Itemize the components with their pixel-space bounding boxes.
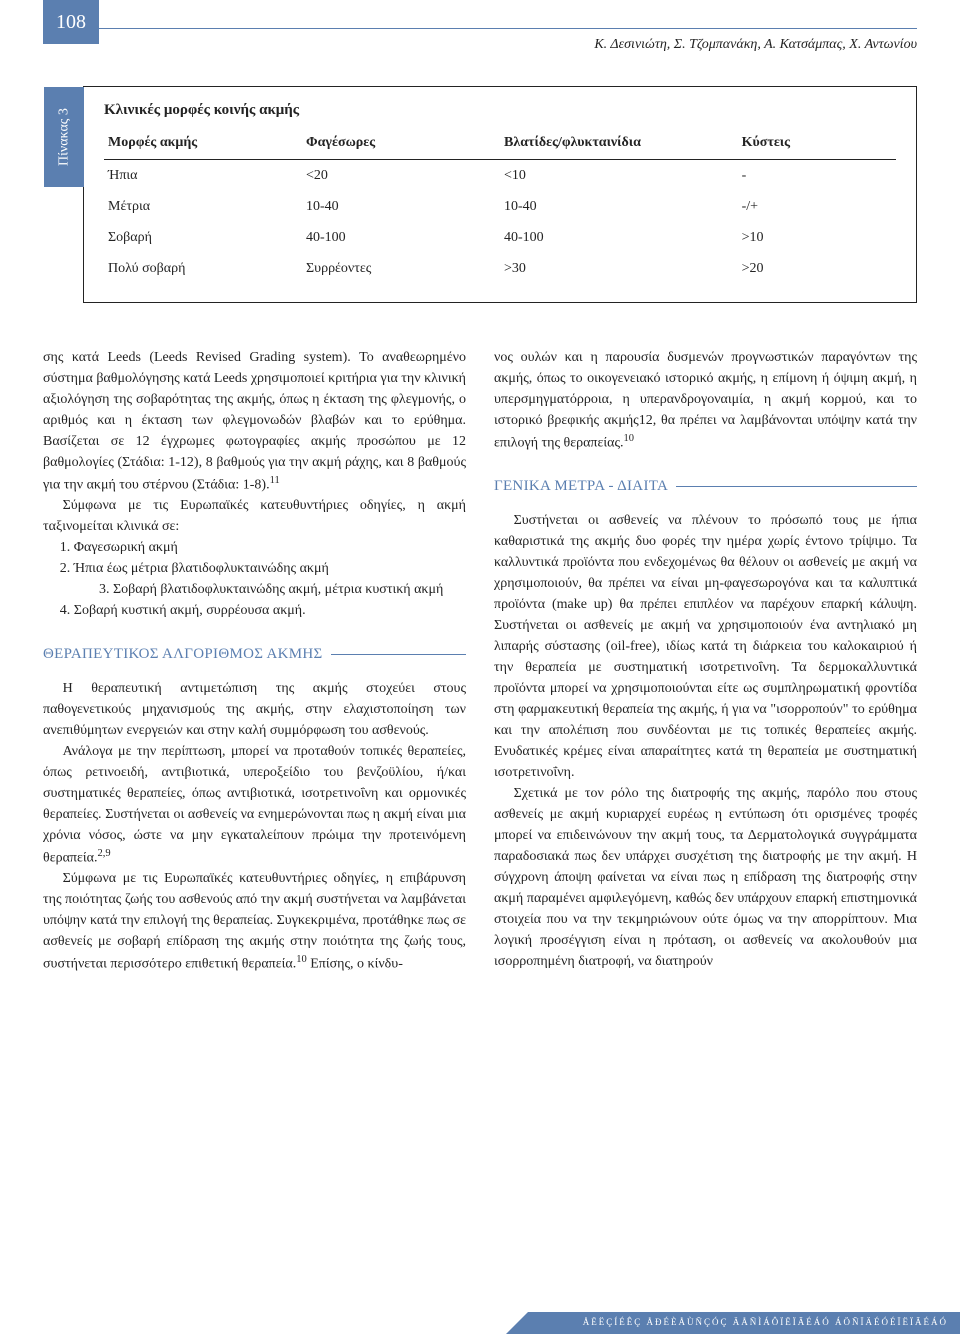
footer-text: ÅËËÇÍÉÊÇ ÅÐÉÈÅÙÑÇÓÇ ÄÅÑÌÁÔÏËÏÃÉÁÓ ÁÖÑÏÄÉ…: [583, 1316, 948, 1330]
section-heading-diet: ΓΕΝΙΚΑ ΜΕΤΡΑ - ΔΙΑΙΤΑ: [494, 475, 917, 498]
text: Επίσης, ο κίνδυ-: [307, 957, 403, 972]
cell: >20: [738, 253, 896, 284]
list-item: 2. Ήπια έως μέτρια βλατιδοφλυκταινώδης α…: [43, 558, 466, 579]
citation: 10: [296, 954, 307, 965]
th-comedones: Φαγέσωρες: [302, 126, 500, 160]
right-column: νος ουλών και η παρουσία δυσμενών προγνω…: [494, 347, 917, 975]
cell: Συρρέοντες: [302, 253, 500, 284]
th-cysts: Κύστεις: [738, 126, 896, 160]
cell: 10-40: [500, 191, 738, 222]
cell: >10: [738, 222, 896, 253]
cell: 40-100: [302, 222, 500, 253]
table3: Μορφές ακμής Φαγέσωρες Βλατίδες/φλυκταιν…: [104, 126, 896, 284]
table-row: Πολύ σοβαρή Συρρέοντες >30 >20: [104, 253, 896, 284]
cell: <20: [302, 159, 500, 191]
list-item: 1. Φαγεσωρική ακμή: [43, 537, 466, 558]
table3-container: Πίνακας 3 Κλινικές μορφές κοινής ακμής Μ…: [83, 86, 917, 303]
cell: Μέτρια: [104, 191, 302, 222]
page-number-box: 108: [43, 0, 99, 44]
table-row: Σοβαρή 40-100 40-100 >10: [104, 222, 896, 253]
citation: 2,9: [97, 848, 110, 859]
text: σης κατά Leeds (Leeds Revised Grading sy…: [43, 350, 466, 493]
table-row: Μέτρια 10-40 10-40 -/+: [104, 191, 896, 222]
body-paragraph: νος ουλών και η παρουσία δυσμενών προγνω…: [494, 347, 917, 454]
list-item: 3. Σοβαρή βλατιδοφλυκταινώδης ακμή, μέτρ…: [43, 579, 466, 600]
left-column: σης κατά Leeds (Leeds Revised Grading sy…: [43, 347, 466, 975]
section-heading-algorithm: ΘΕΡΑΠΕΥΤΙΚΟΣ ΑΛΓΟΡΙΘΜΟΣ ΑΚΜΗΣ: [43, 643, 466, 666]
cell: >30: [500, 253, 738, 284]
heading-text: ΘΕΡΑΠΕΥΤΙΚΟΣ ΑΛΓΟΡΙΘΜΟΣ ΑΚΜΗΣ: [43, 643, 323, 666]
th-forms: Μορφές ακμής: [104, 126, 302, 160]
cell: 10-40: [302, 191, 500, 222]
cell: -/+: [738, 191, 896, 222]
cell: Σοβαρή: [104, 222, 302, 253]
table3-title: Κλινικές μορφές κοινής ακμής: [104, 99, 896, 122]
body-paragraph: Σύμφωνα με τις Ευρωπαϊκές κατευθυντήριες…: [43, 495, 466, 537]
page-number: 108: [56, 7, 86, 37]
table3-tab: Πίνακας 3: [44, 87, 84, 187]
heading-rule: [331, 654, 466, 655]
cell: 40-100: [500, 222, 738, 253]
header-rule: [43, 28, 917, 29]
cell: <10: [500, 159, 738, 191]
citation: 11: [270, 475, 280, 486]
heading-text: ΓΕΝΙΚΑ ΜΕΤΡΑ - ΔΙΑΙΤΑ: [494, 475, 668, 498]
cell: -: [738, 159, 896, 191]
table-row: Ήπια <20 <10 -: [104, 159, 896, 191]
citation: 10: [624, 433, 635, 444]
body-paragraph: Σύμφωνα με τις Ευρωπαϊκές κατευθυντήριες…: [43, 868, 466, 975]
list-item: 4. Σοβαρή κυστική ακμή, συρρέουσα ακμή.: [43, 600, 466, 621]
body-paragraph: Η θεραπευτική αντιμετώπιση της ακμής στο…: [43, 678, 466, 741]
footer-bar: ÅËËÇÍÉÊÇ ÅÐÉÈÅÙÑÇÓÇ ÄÅÑÌÁÔÏËÏÃÉÁÓ ÁÖÑÏÄÉ…: [528, 1312, 960, 1334]
cell: Ήπια: [104, 159, 302, 191]
table-header-row: Μορφές ακμής Φαγέσωρες Βλατίδες/φλυκταιν…: [104, 126, 896, 160]
cell: Πολύ σοβαρή: [104, 253, 302, 284]
body-paragraph: Συστήνεται οι ασθενείς να πλένουν το πρό…: [494, 510, 917, 783]
header-authors: Κ. Δεσινιώτη, Σ. Τζομπανάκη, Α. Κατσάμπα…: [594, 34, 917, 55]
th-papules: Βλατίδες/φλυκταινίδια: [500, 126, 738, 160]
body-paragraph: σης κατά Leeds (Leeds Revised Grading sy…: [43, 347, 466, 496]
text: νος ουλών και η παρουσία δυσμενών προγνω…: [494, 350, 917, 451]
heading-rule: [676, 486, 917, 487]
body-paragraph: Σχετικά με τον ρόλο της διατροφής της ακ…: [494, 783, 917, 972]
body-paragraph: Ανάλογα με την περίπτωση, μπορεί να προτ…: [43, 741, 466, 869]
